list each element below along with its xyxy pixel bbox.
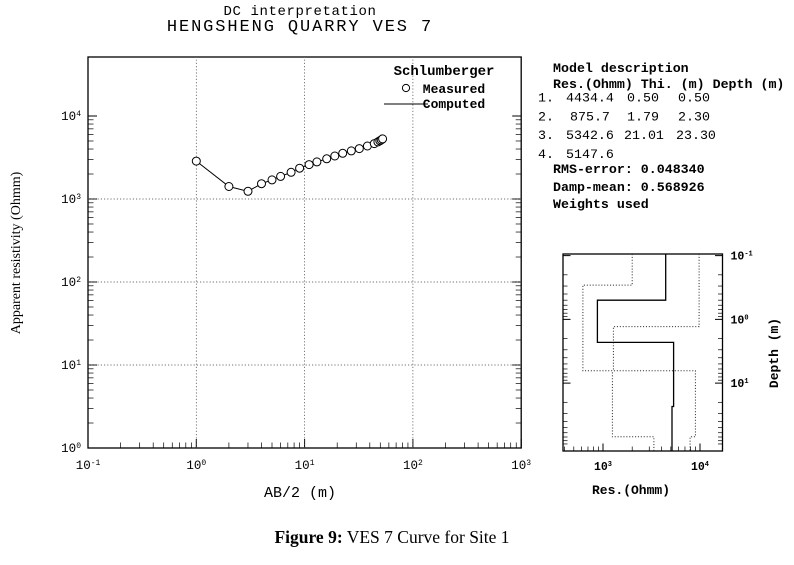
svg-text:21.01: 21.01 — [624, 128, 664, 143]
svg-text:0.50: 0.50 — [627, 91, 659, 106]
svg-text:Damp-mean: 0.568926: Damp-mean: 0.568926 — [553, 180, 705, 195]
svg-text:Res.(Ohmm): Res.(Ohmm) — [592, 483, 670, 498]
svg-text:0.50: 0.50 — [678, 91, 710, 106]
svg-text:RMS-error: 0.048340: RMS-error: 0.048340 — [553, 162, 705, 177]
svg-text:Computed: Computed — [423, 97, 485, 112]
svg-text:AB/2 (m): AB/2 (m) — [264, 485, 336, 502]
svg-text:1.: 1. — [538, 91, 554, 106]
svg-text:5342.6: 5342.6 — [566, 128, 614, 143]
svg-text:23.30: 23.30 — [676, 128, 716, 143]
svg-text:3.: 3. — [538, 128, 554, 143]
svg-text:Schlumberger: Schlumberger — [394, 64, 495, 80]
svg-text:4.: 4. — [538, 147, 554, 162]
svg-text:4434.4: 4434.4 — [566, 91, 614, 106]
svg-text:HENGSHENG QUARRY VES 7: HENGSHENG QUARRY VES 7 — [167, 18, 433, 37]
svg-text:Model description: Model description — [553, 61, 689, 76]
svg-text:Measured: Measured — [423, 82, 485, 97]
svg-text:Apparent resistivity (Ohmm): Apparent resistivity (Ohmm) — [9, 171, 24, 334]
svg-text:Weights used: Weights used — [553, 197, 649, 212]
svg-text:5147.6: 5147.6 — [566, 147, 614, 162]
svg-text:1.79: 1.79 — [627, 110, 659, 125]
svg-text:Depth (m): Depth (m) — [767, 318, 782, 388]
svg-text:875.7: 875.7 — [570, 110, 610, 125]
svg-text:2.: 2. — [538, 110, 554, 125]
svg-text:2.30: 2.30 — [678, 110, 710, 125]
